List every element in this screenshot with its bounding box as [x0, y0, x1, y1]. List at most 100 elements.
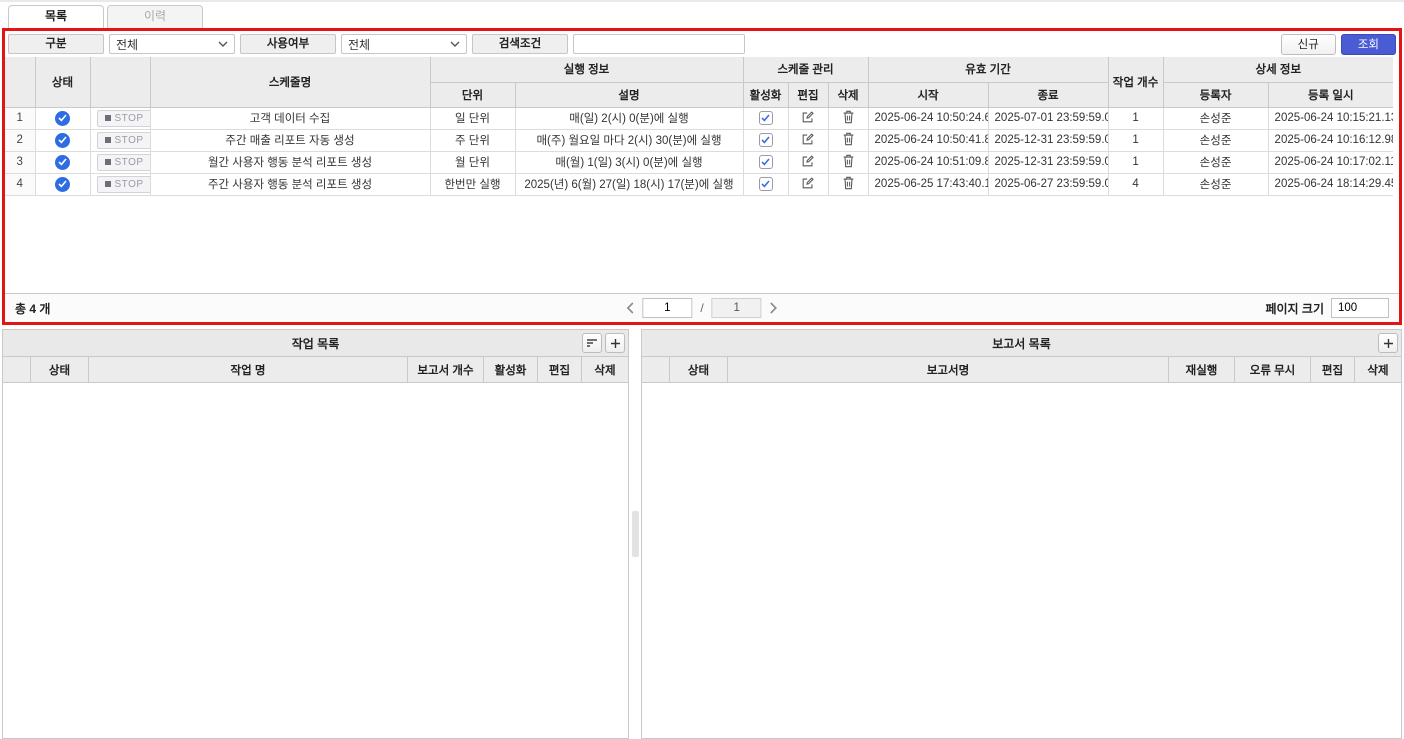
next-page-button[interactable]	[770, 302, 778, 314]
reports-panel-header: 보고서 목록	[642, 330, 1401, 357]
col-job-count: 작업 개수	[1107, 57, 1164, 108]
page-separator: /	[700, 301, 704, 315]
chevron-down-icon	[450, 41, 460, 47]
condition-label: 검색조건	[472, 34, 568, 54]
jobs-panel-title: 작업 목록	[291, 336, 340, 351]
reports-col-name: 보고서명	[728, 357, 1169, 382]
valid-start: 2025-06-24 10:50:41.845	[867, 128, 989, 152]
check-icon	[761, 180, 770, 188]
row-number: 4	[5, 172, 36, 196]
check-icon	[761, 114, 770, 122]
jobs-add-button[interactable]	[605, 333, 625, 353]
registrant: 손성준	[1162, 172, 1269, 196]
grid-footer: 총 4 개 / 1 페이지 크기	[5, 293, 1399, 322]
reports-col-rownum	[642, 357, 670, 382]
trash-icon	[843, 154, 853, 167]
use-select-value: 전체	[348, 37, 371, 52]
jobs-col-delete: 삭제	[594, 364, 616, 377]
col-registrant: 등록자	[1162, 81, 1269, 108]
jobs-col-report-count: 보고서 개수	[408, 357, 484, 382]
new-button[interactable]: 신규	[1280, 33, 1336, 55]
schedule-unit: 일 단위	[429, 106, 516, 130]
colgroup-valid-period: 유효 기간	[867, 57, 1109, 83]
delete-button[interactable]	[842, 110, 855, 127]
edit-icon	[802, 132, 814, 144]
reports-col-status: 상태	[670, 357, 728, 382]
col-edit: 편집	[787, 81, 829, 108]
active-checkbox[interactable]	[758, 133, 773, 147]
splitter-grip[interactable]	[631, 511, 639, 557]
job-count: 1	[1107, 128, 1164, 152]
active-checkbox[interactable]	[758, 155, 773, 169]
reports-column-headers: 상태 보고서명 재실행 오류 무시 편집 삭제	[642, 357, 1401, 383]
schedule-row: 3 STOP 월간 사용자 행동 분석 리포트 생성	[5, 150, 1394, 174]
edit-button[interactable]	[801, 132, 815, 149]
current-page-input[interactable]	[642, 298, 693, 318]
valid-start: 2025-06-25 17:43:40.140	[867, 172, 989, 196]
bottom-panels: 작업 목록 상태 작업 명 보고서 개수 활성화 편집 삭제	[2, 329, 1402, 739]
stop-button[interactable]: STOP	[96, 131, 149, 149]
tab-list[interactable]: 목록	[8, 5, 104, 28]
status-check-icon	[55, 110, 70, 126]
col-active: 활성화	[742, 81, 789, 108]
registrant: 손성준	[1162, 150, 1269, 174]
active-checkbox[interactable]	[758, 177, 773, 191]
delete-button[interactable]	[842, 154, 855, 171]
panel-splitter	[629, 329, 641, 739]
jobs-col-active: 활성화	[484, 357, 538, 382]
stop-square-icon	[104, 181, 111, 187]
schedule-unit: 주 단위	[429, 128, 516, 152]
reg-date: 2025-06-24 18:14:29.457	[1267, 172, 1394, 196]
schedule-grid: 상태 스케줄명 실행 정보 스케줄 관리 유효 기간 작업 개수 상세 정보 단…	[5, 57, 1399, 293]
page-size-label: 페이지 크기	[1265, 301, 1324, 316]
row-number: 2	[5, 128, 36, 152]
category-select[interactable]: 전체	[109, 34, 235, 54]
sort-icon	[587, 339, 597, 347]
col-status: 상태	[34, 57, 91, 108]
edit-button[interactable]	[801, 154, 815, 171]
edit-icon	[802, 176, 814, 188]
valid-start: 2025-06-24 10:50:24.689	[867, 106, 989, 130]
reports-panel: 보고서 목록 상태 보고서명 재실행 오류 무시 편집 삭제	[641, 329, 1402, 739]
schedule-section: 구분 전체 사용여부 전체 검색조건 신규 조회 상	[2, 28, 1402, 325]
col-start: 시작	[867, 81, 989, 108]
chevron-left-icon	[626, 302, 634, 314]
stop-button[interactable]: STOP	[96, 153, 149, 171]
status-check-icon	[55, 132, 70, 148]
prev-page-button[interactable]	[626, 302, 634, 314]
reports-col-ignore-error: 오류 무시	[1235, 357, 1311, 382]
pagination: / 1	[626, 298, 778, 318]
reports-add-button[interactable]	[1378, 333, 1398, 353]
col-rownum	[5, 57, 36, 108]
tab-history[interactable]: 이력	[107, 5, 203, 28]
reg-date: 2025-06-24 10:16:12.988	[1267, 128, 1394, 152]
schedule-unit: 한번만 실행	[429, 172, 516, 196]
stop-button[interactable]: STOP	[96, 109, 149, 127]
schedule-name: 주간 매출 리포트 자동 생성	[149, 128, 431, 152]
category-label: 구분	[8, 34, 104, 54]
page-size-input[interactable]	[1331, 298, 1389, 318]
use-select[interactable]: 전체	[341, 34, 467, 54]
condition-input[interactable]	[573, 34, 745, 54]
schedule-name: 월간 사용자 행동 분석 리포트 생성	[149, 150, 431, 174]
reports-col-edit: 편집	[1311, 357, 1355, 382]
registrant: 손성준	[1162, 106, 1269, 130]
job-count: 4	[1107, 172, 1164, 196]
edit-button[interactable]	[801, 176, 815, 193]
query-button[interactable]: 조회	[1340, 33, 1396, 55]
schedule-row: 4 STOP 주간 사용자 행동 분석 리포트 생성	[5, 172, 1394, 196]
valid-end: 2025-12-31 23:59:59.000	[987, 128, 1109, 152]
jobs-panel-body	[3, 383, 628, 738]
schedule-name: 주간 사용자 행동 분석 리포트 생성	[149, 172, 431, 196]
active-checkbox[interactable]	[758, 111, 773, 125]
delete-button[interactable]	[842, 132, 855, 149]
jobs-col-name: 작업 명	[89, 357, 408, 382]
delete-button[interactable]	[842, 176, 855, 193]
edit-button[interactable]	[801, 110, 815, 127]
jobs-sort-button[interactable]	[582, 333, 602, 353]
colgroup-detail: 상세 정보	[1162, 57, 1394, 83]
schedule-unit: 월 단위	[429, 150, 516, 174]
col-end: 종료	[987, 81, 1109, 108]
trash-icon	[843, 110, 853, 123]
stop-button[interactable]: STOP	[96, 175, 149, 193]
